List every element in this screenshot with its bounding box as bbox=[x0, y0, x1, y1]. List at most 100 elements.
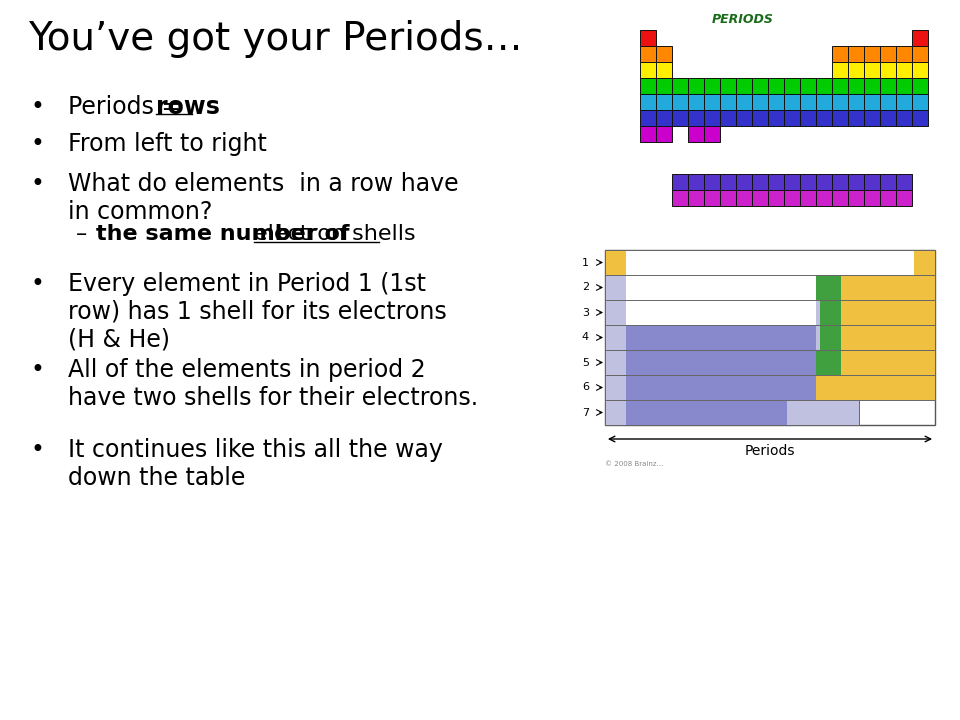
Bar bbox=[912, 110, 928, 126]
Bar bbox=[832, 190, 848, 206]
Bar bbox=[688, 110, 704, 126]
Text: 3: 3 bbox=[582, 307, 589, 318]
Bar bbox=[880, 110, 896, 126]
Bar bbox=[784, 110, 800, 126]
Bar bbox=[736, 190, 752, 206]
Bar bbox=[784, 190, 800, 206]
Text: •: • bbox=[30, 132, 44, 156]
Text: Periods =: Periods = bbox=[68, 95, 188, 119]
Bar bbox=[688, 126, 704, 142]
Bar bbox=[626, 350, 816, 375]
Bar bbox=[605, 250, 626, 275]
Bar bbox=[640, 78, 656, 94]
Bar bbox=[816, 78, 832, 94]
Bar bbox=[820, 325, 841, 350]
Bar bbox=[820, 300, 841, 325]
Bar bbox=[736, 94, 752, 110]
Bar bbox=[800, 94, 816, 110]
Bar bbox=[832, 110, 848, 126]
Bar bbox=[720, 78, 736, 94]
Bar bbox=[656, 94, 672, 110]
Bar bbox=[880, 46, 896, 62]
Bar bbox=[784, 78, 800, 94]
Bar bbox=[816, 375, 935, 400]
Bar bbox=[640, 30, 656, 46]
Bar bbox=[605, 350, 626, 375]
Bar bbox=[800, 190, 816, 206]
Bar bbox=[704, 174, 720, 190]
Bar bbox=[640, 46, 656, 62]
Bar bbox=[672, 94, 688, 110]
Bar bbox=[912, 78, 928, 94]
Bar bbox=[736, 174, 752, 190]
Text: 6: 6 bbox=[582, 382, 589, 392]
Bar bbox=[752, 78, 768, 94]
Text: •: • bbox=[30, 358, 44, 382]
Bar bbox=[896, 190, 912, 206]
Bar bbox=[626, 250, 914, 275]
Bar bbox=[864, 110, 880, 126]
Bar bbox=[912, 62, 928, 78]
Bar bbox=[688, 174, 704, 190]
Bar bbox=[626, 300, 816, 325]
Bar bbox=[912, 30, 928, 46]
Bar bbox=[605, 375, 626, 400]
Bar bbox=[864, 78, 880, 94]
Bar bbox=[914, 250, 935, 275]
Bar bbox=[752, 110, 768, 126]
Bar bbox=[880, 174, 896, 190]
Bar bbox=[841, 325, 935, 350]
Bar bbox=[896, 46, 912, 62]
Bar bbox=[768, 94, 784, 110]
Bar bbox=[841, 350, 935, 375]
Text: •: • bbox=[30, 438, 44, 462]
Text: the same number of: the same number of bbox=[96, 224, 357, 244]
Bar bbox=[912, 94, 928, 110]
Bar bbox=[768, 110, 784, 126]
Text: 2: 2 bbox=[582, 282, 589, 292]
Text: © 2008 Brainz...: © 2008 Brainz... bbox=[605, 461, 663, 467]
Bar bbox=[704, 190, 720, 206]
Bar bbox=[640, 62, 656, 78]
Bar bbox=[605, 400, 626, 425]
Bar bbox=[752, 190, 768, 206]
Bar bbox=[848, 174, 864, 190]
Bar bbox=[832, 62, 848, 78]
Bar bbox=[736, 78, 752, 94]
Bar bbox=[605, 325, 626, 350]
Text: You’ve got your Periods…: You’ve got your Periods… bbox=[28, 20, 522, 58]
Bar bbox=[912, 46, 928, 62]
Bar bbox=[688, 190, 704, 206]
Bar bbox=[704, 126, 720, 142]
Bar bbox=[880, 62, 896, 78]
Bar bbox=[848, 46, 864, 62]
Bar bbox=[800, 78, 816, 94]
Text: •: • bbox=[30, 172, 44, 196]
Bar bbox=[816, 110, 832, 126]
Bar bbox=[816, 190, 832, 206]
Bar bbox=[605, 250, 935, 425]
Bar bbox=[832, 174, 848, 190]
Bar bbox=[688, 78, 704, 94]
Bar bbox=[786, 400, 859, 425]
Bar bbox=[816, 94, 832, 110]
Bar bbox=[832, 46, 848, 62]
Bar bbox=[626, 325, 816, 350]
Bar bbox=[784, 94, 800, 110]
Text: What do elements  in a row have
in common?: What do elements in a row have in common… bbox=[68, 172, 459, 224]
Bar bbox=[768, 174, 784, 190]
Bar bbox=[736, 110, 752, 126]
Text: All of the elements in period 2
have two shells for their electrons.: All of the elements in period 2 have two… bbox=[68, 358, 478, 410]
Bar bbox=[800, 110, 816, 126]
Bar bbox=[896, 174, 912, 190]
Bar bbox=[640, 126, 656, 142]
Bar bbox=[656, 126, 672, 142]
Text: It continues like this all the way
down the table: It continues like this all the way down … bbox=[68, 438, 443, 490]
Bar bbox=[768, 78, 784, 94]
Bar bbox=[768, 190, 784, 206]
Bar bbox=[816, 275, 841, 300]
Bar bbox=[896, 62, 912, 78]
Bar bbox=[864, 46, 880, 62]
Bar bbox=[848, 62, 864, 78]
Bar bbox=[656, 110, 672, 126]
